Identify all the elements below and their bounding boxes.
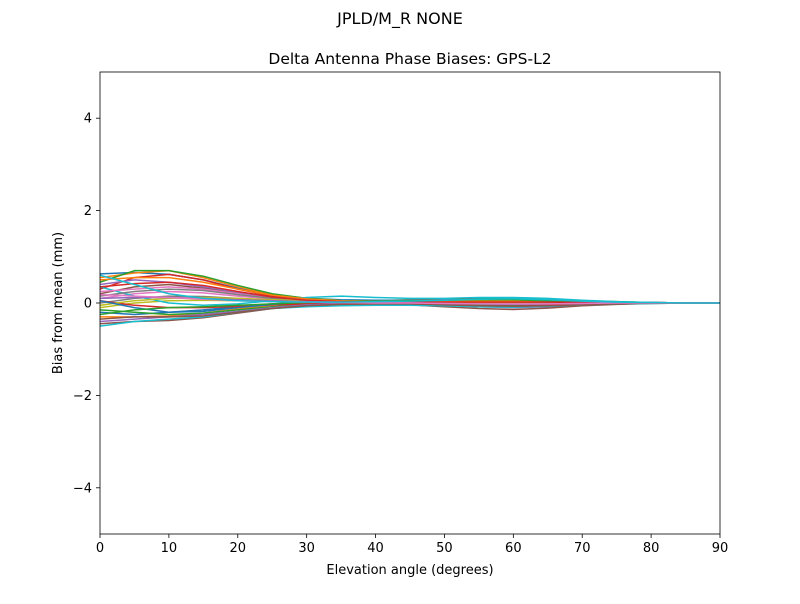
- x-tick-label: 60: [505, 541, 522, 556]
- x-tick-label: 80: [643, 541, 660, 556]
- x-tick-label: 40: [367, 541, 384, 556]
- y-tick-label: 4: [84, 112, 92, 127]
- series-line-26: [100, 302, 720, 320]
- figure-suptitle: JPLD/M_R NONE: [336, 9, 463, 29]
- x-tick-label: 10: [161, 541, 178, 556]
- chart-title: Delta Antenna Phase Biases: GPS-L2: [268, 50, 551, 68]
- x-tick-label: 50: [436, 541, 453, 556]
- x-tick-label: 0: [96, 541, 104, 556]
- y-tick-label: −4: [73, 481, 92, 496]
- x-axis-label: Elevation angle (degrees): [326, 563, 493, 578]
- series-line-5: [100, 279, 720, 304]
- y-tick-label: −2: [73, 389, 92, 404]
- y-tick-label: 2: [84, 204, 92, 219]
- y-tick-label: 0: [84, 297, 92, 312]
- y-axis-label: Bias from mean (mm): [51, 232, 66, 374]
- x-tick-label: 20: [230, 541, 247, 556]
- series-line-27: [100, 293, 720, 305]
- x-tick-label: 30: [298, 541, 315, 556]
- plot-area: 0 10 20 30 40 50 60 70 80 90 −4 −2 0 2 4: [73, 71, 729, 556]
- x-tick-label: 90: [712, 541, 729, 556]
- x-tick-label: 70: [574, 541, 591, 556]
- series-line-28: [100, 274, 720, 304]
- series-group: [100, 269, 720, 327]
